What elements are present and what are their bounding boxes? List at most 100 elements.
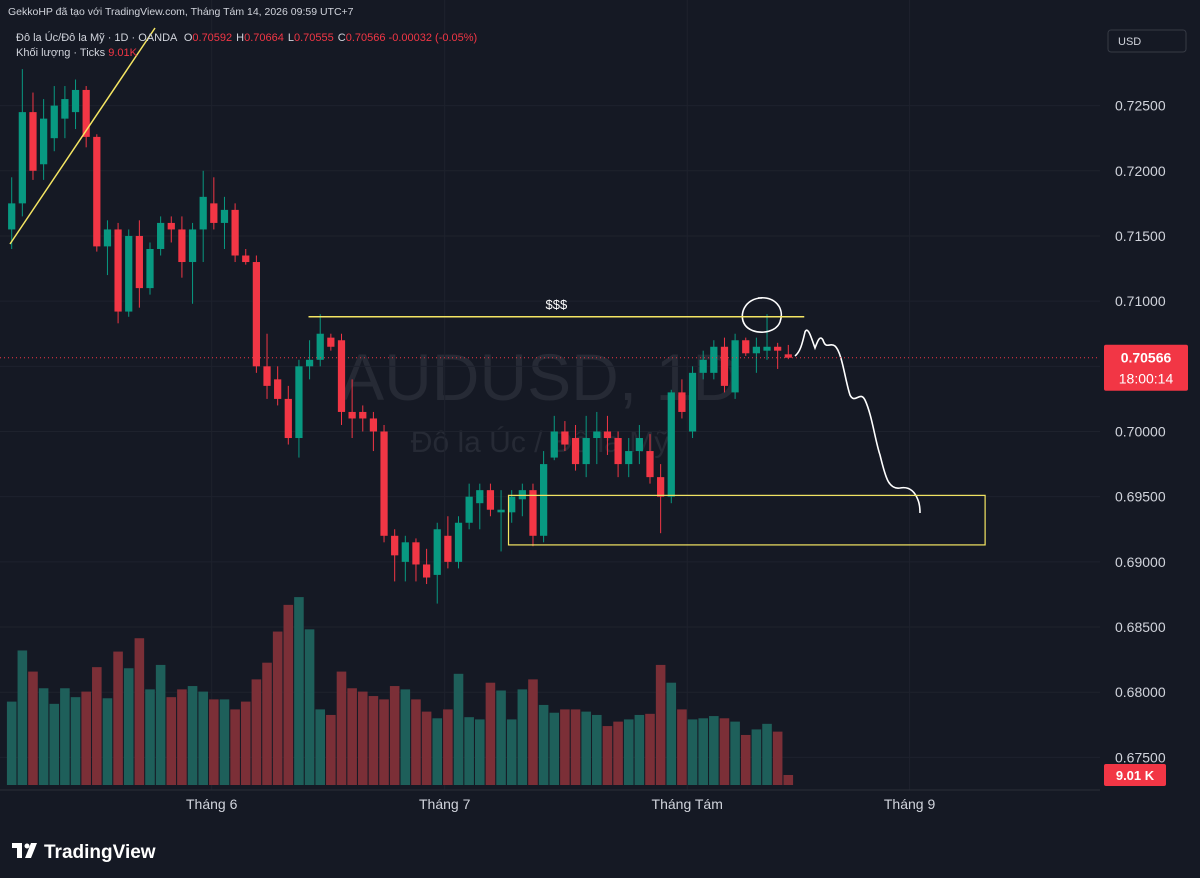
volume-bar [6, 701, 17, 785]
currency[interactable]: USD [1118, 36, 1141, 48]
volume-legend: Khối lượng · Ticks 9.01K [16, 47, 137, 59]
y-tick-label: 0.67500 [1115, 749, 1166, 765]
candle-body [667, 392, 675, 497]
currency-button[interactable] [1107, 29, 1187, 53]
logo-mark [25, 843, 37, 858]
ohlc-value: 0.70664 [244, 32, 284, 44]
price-badge [1104, 344, 1188, 391]
y-tick-label: 0.71000 [1115, 293, 1166, 309]
candle-body [82, 89, 90, 137]
volume-bar [123, 668, 134, 785]
candle-body [157, 222, 165, 249]
ohlc-key: C [337, 32, 346, 44]
candle-body [188, 229, 197, 263]
volume-bar [304, 629, 315, 785]
volume-bar [783, 774, 794, 785]
volume-bar [432, 718, 443, 785]
candle-body [316, 333, 324, 360]
volume-bar [134, 638, 145, 785]
volume-bar [198, 691, 208, 785]
candle-body [103, 229, 112, 247]
credit: GekkoHP đã tạo với TradingView.com, Thán… [8, 6, 354, 18]
candle-body [412, 542, 420, 565]
volume-bar [336, 671, 347, 785]
y-tick-label: 0.69500 [1115, 489, 1166, 505]
zone [507, 494, 986, 546]
candle-body [220, 209, 229, 223]
candle-body [550, 431, 558, 458]
candle-body [252, 262, 260, 367]
candle-body [625, 451, 633, 465]
candle-body [603, 431, 612, 439]
candle-body [422, 564, 431, 578]
volume-bar [623, 719, 634, 785]
candle-body [731, 340, 739, 393]
candle-body [508, 496, 516, 513]
volume-bar [315, 709, 325, 785]
volume-bar [751, 729, 762, 785]
volume-bar [113, 651, 123, 785]
ohlc-value: 0.70592 [192, 32, 233, 44]
candle-body [391, 535, 399, 556]
volume-bar [294, 597, 304, 785]
volume-bar [762, 723, 772, 785]
y-tick-label: 0.68000 [1115, 684, 1166, 700]
candle-body [774, 346, 782, 351]
candle-body [465, 496, 473, 523]
logo-mark [24, 843, 30, 849]
volume-bar [496, 690, 506, 785]
volume-bar [347, 688, 357, 785]
candle-body [359, 411, 367, 419]
volume-bar [272, 631, 283, 785]
volume-bar [219, 699, 230, 785]
candle-body [263, 366, 271, 386]
candle-body [242, 255, 250, 263]
ohlc-value: 0.70555 [294, 32, 334, 44]
candle-body [178, 229, 186, 263]
volume-bar [389, 686, 400, 785]
volume-bar [411, 699, 421, 785]
volume-bar [464, 717, 474, 785]
volume-bar [357, 691, 368, 785]
volume-bar [60, 688, 70, 785]
x-tick-label: Tháng 6 [186, 796, 238, 812]
candle-body [210, 203, 218, 223]
candle-body [8, 203, 16, 230]
volume-bar [92, 667, 102, 785]
candle-body [40, 118, 48, 165]
candle-body [678, 392, 686, 412]
candle-body [635, 438, 643, 452]
volume-bar [209, 699, 219, 785]
candle-body [657, 477, 665, 497]
volume-bar [687, 719, 698, 785]
trend-line [9, 27, 156, 245]
candle-body [125, 235, 133, 312]
volume-bar [740, 734, 751, 785]
volume-bar [772, 731, 783, 785]
volume-bar [421, 711, 432, 785]
y-tick-label: 0.71500 [1115, 228, 1166, 244]
volume-bar [177, 689, 187, 785]
volume-bar [730, 721, 740, 785]
volume-bar [262, 662, 272, 785]
candle-body [571, 438, 580, 465]
candle-body [369, 418, 378, 432]
candle-body [720, 346, 729, 386]
volume-bar [655, 664, 666, 785]
candle-body [518, 490, 526, 500]
ohlc-key: H [236, 32, 245, 44]
volume-bar [677, 709, 687, 785]
x-tick-label: Tháng 9 [884, 796, 936, 812]
candle-body [50, 105, 58, 139]
volume-bar [443, 709, 453, 785]
brand: TradingView [44, 842, 156, 863]
volume-bar [187, 686, 198, 785]
volume-layer [6, 597, 794, 785]
volume-bar [517, 689, 528, 785]
volume-bar [475, 719, 485, 785]
volume-bar [400, 689, 411, 785]
volume-bar [240, 701, 251, 785]
candle-body [688, 372, 697, 432]
ohlc-key: L [287, 32, 294, 44]
